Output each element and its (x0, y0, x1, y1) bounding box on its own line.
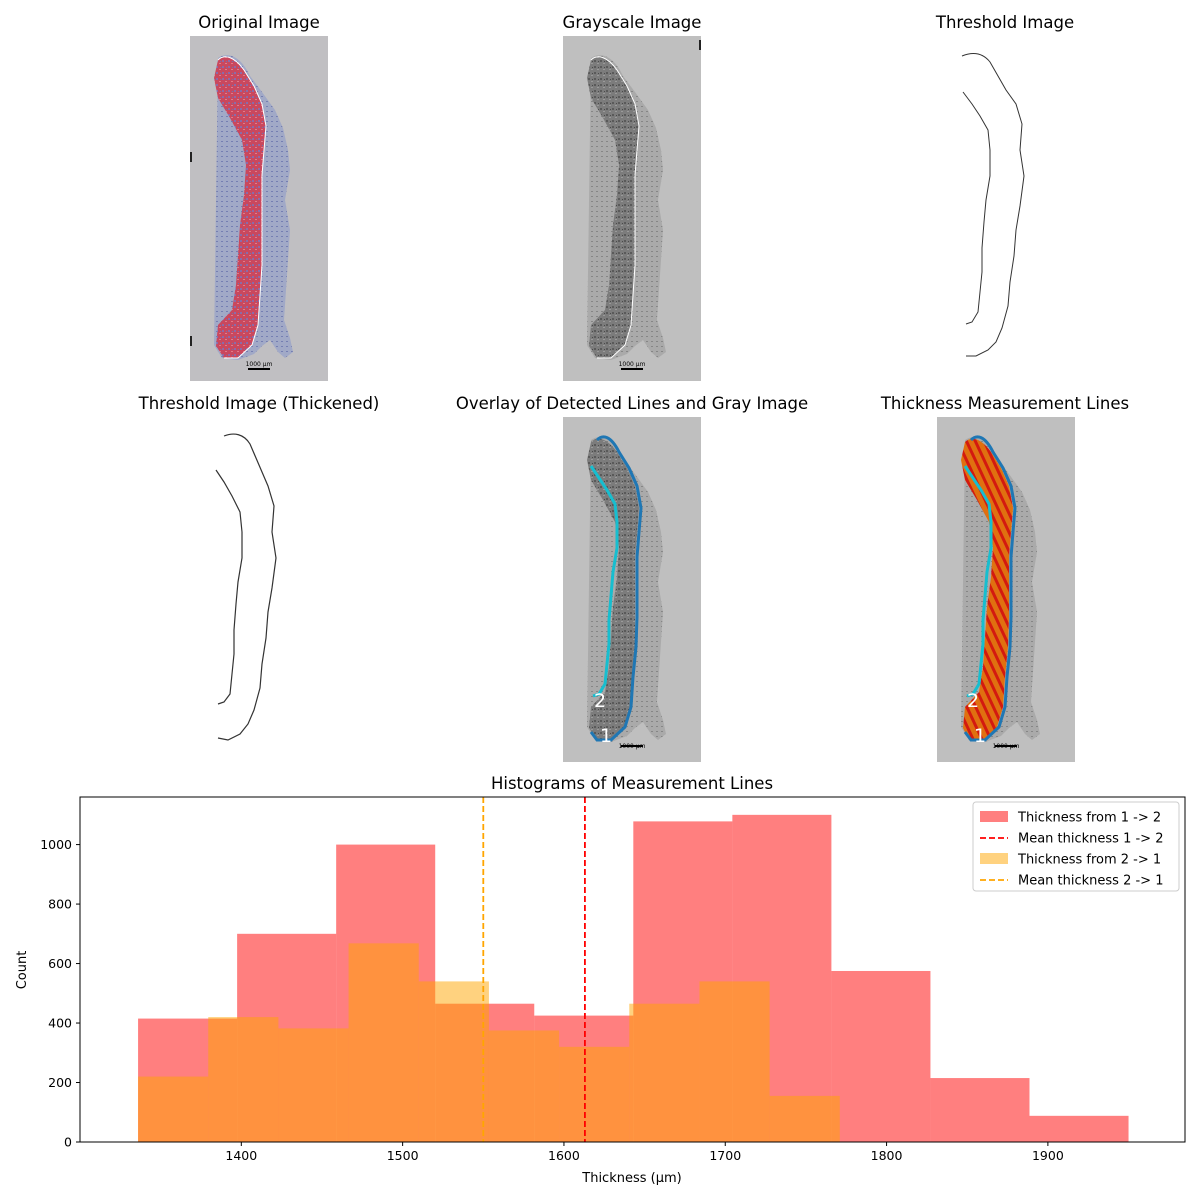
measurement-fan (961, 438, 1013, 740)
histogram-bar (831, 970, 931, 1142)
threshold-outline-upper (961, 53, 1025, 357)
overlay-label-2: 2 (594, 690, 606, 712)
scalebar-label-grayscale: 1000 µm (619, 361, 646, 368)
histogram-frame (79, 796, 1186, 1143)
legend-swatch (980, 811, 1008, 822)
threshold-thickened-panel (215, 433, 277, 741)
legend-label: Mean thickness 1 -> 2 (1018, 832, 1163, 847)
x-tick-label: 1800 (871, 1148, 903, 1163)
y-axis-label: Count (15, 951, 30, 990)
histogram-bar (418, 981, 489, 1142)
thickened-outline-lower (215, 469, 243, 705)
thickness-label-1: 1 (974, 725, 986, 747)
x-tick-label: 1400 (225, 1148, 257, 1163)
panel-title-original: Original Image (198, 13, 320, 32)
tissue-main-body (214, 56, 266, 358)
grayscale-image-panel: 1000 µm (563, 36, 701, 381)
histogram-bar (930, 1078, 1030, 1142)
legend-swatch (980, 853, 1008, 864)
histogram-bar (348, 943, 419, 1142)
panel-title-threshold-thickened: Threshold Image (Thickened) (138, 394, 380, 413)
legend-label: Mean thickness 2 -> 1 (1018, 874, 1163, 889)
panel-title-grayscale: Grayscale Image (563, 13, 702, 32)
histogram-bar (559, 1046, 630, 1142)
panel-title-thickness-lines: Thickness Measurement Lines (880, 394, 1129, 413)
histogram-legend: Thickness from 1 -> 2 Mean thickness 1 ->… (972, 801, 1180, 892)
detected-line-2 (589, 465, 619, 698)
scalebar-label-thickness: 1000 µm (993, 743, 1020, 750)
histogram-title: Histograms of Measurement Lines (491, 774, 773, 793)
overlay-label-1: 1 (600, 725, 612, 747)
histogram-bar (138, 1076, 209, 1142)
histogram-bar (208, 1017, 279, 1142)
thickened-outline-upper (217, 433, 277, 741)
y-tick-label: 600 (48, 956, 72, 971)
x-tick-label: 1500 (387, 1148, 419, 1163)
overlay-panel: 2 1 1000 µm (563, 417, 701, 762)
thickness-lines-panel: 2 1 1000 µm (937, 417, 1075, 762)
scalebar-label-overlay: 1000 µm (619, 743, 646, 750)
x-axis-label: Thickness (µm) (581, 1171, 681, 1186)
histogram-bar (629, 1003, 700, 1142)
histogram-bar (1029, 1115, 1129, 1142)
threshold-image-panel (961, 53, 1025, 357)
histogram-plot: 1400 1500 1600 1700 1800 1900 0 200 400 600 800 10… (15, 796, 1186, 1186)
legend-label: Thickness from 1 -> 2 (1017, 811, 1161, 826)
histogram-bar (769, 1095, 840, 1142)
threshold-outline-lower (962, 91, 991, 325)
thickness-label-2: 2 (967, 690, 979, 712)
x-tick-label: 1600 (548, 1148, 580, 1163)
y-tick-label: 0 (64, 1135, 72, 1150)
x-tick-label: 1900 (1032, 1148, 1064, 1163)
original-image-panel: 1000 µm (190, 36, 328, 381)
histogram-bar (488, 1030, 560, 1142)
histogram-bar (699, 981, 770, 1142)
y-tick-label: 400 (48, 1016, 72, 1031)
detected-line-1 (589, 435, 643, 742)
legend-label: Thickness from 2 -> 1 (1017, 853, 1161, 868)
panel-title-threshold: Threshold Image (935, 13, 1074, 32)
y-tick-label: 800 (48, 897, 72, 912)
y-tick-label: 200 (48, 1075, 72, 1090)
scalebar-label-original: 1000 µm (246, 361, 273, 368)
panel-title-overlay: Overlay of Detected Lines and Gray Image (456, 394, 808, 413)
histogram-bar (278, 1028, 349, 1142)
x-tick-label: 1700 (709, 1148, 741, 1163)
gray-tissue-main-body (587, 56, 639, 358)
y-tick-label: 1000 (40, 837, 72, 852)
